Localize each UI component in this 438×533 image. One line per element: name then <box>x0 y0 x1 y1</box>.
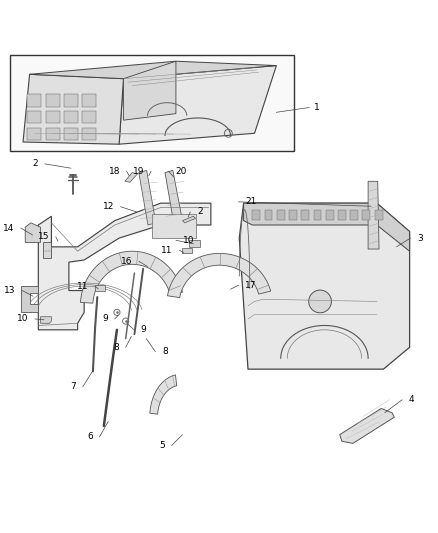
Polygon shape <box>167 253 271 297</box>
Bar <box>301 210 309 220</box>
Bar <box>265 210 272 220</box>
Bar <box>28 127 41 140</box>
Bar <box>64 127 78 140</box>
Bar <box>152 214 196 238</box>
Polygon shape <box>124 61 176 120</box>
Bar <box>374 210 382 220</box>
Bar <box>28 94 41 107</box>
Polygon shape <box>21 286 38 312</box>
Text: 16: 16 <box>121 257 132 266</box>
Polygon shape <box>239 203 410 369</box>
Bar <box>314 210 321 220</box>
Bar <box>46 94 60 107</box>
Text: 15: 15 <box>38 232 49 241</box>
Polygon shape <box>42 243 51 258</box>
Bar <box>10 55 294 151</box>
Bar <box>289 210 297 220</box>
Polygon shape <box>23 74 124 144</box>
Polygon shape <box>165 171 183 223</box>
Text: 11: 11 <box>161 246 173 255</box>
Bar <box>82 127 96 140</box>
Text: 11: 11 <box>77 281 88 290</box>
Bar <box>326 210 334 220</box>
Polygon shape <box>340 408 394 443</box>
Bar <box>64 94 78 107</box>
Text: 8: 8 <box>113 343 119 352</box>
Text: 1: 1 <box>314 103 319 112</box>
Text: 10: 10 <box>183 236 194 245</box>
Bar <box>362 210 370 220</box>
Polygon shape <box>368 181 379 249</box>
Text: 21: 21 <box>245 197 256 206</box>
Bar <box>277 210 285 220</box>
Text: 14: 14 <box>3 223 14 232</box>
Text: 9: 9 <box>140 325 146 334</box>
Polygon shape <box>150 375 177 414</box>
Text: 4: 4 <box>409 395 414 404</box>
Bar <box>338 210 346 220</box>
Polygon shape <box>244 203 410 251</box>
Text: 19: 19 <box>133 167 145 176</box>
Text: 2: 2 <box>33 159 38 168</box>
Polygon shape <box>119 66 276 144</box>
Text: 17: 17 <box>245 281 256 290</box>
Polygon shape <box>38 203 211 330</box>
Text: 10: 10 <box>17 314 28 324</box>
Text: 12: 12 <box>102 202 114 211</box>
Text: 7: 7 <box>71 382 76 391</box>
Circle shape <box>309 290 332 313</box>
Polygon shape <box>25 223 40 243</box>
Bar <box>350 210 358 220</box>
Bar <box>46 111 60 123</box>
Bar <box>95 285 105 290</box>
Polygon shape <box>81 251 183 303</box>
Text: 18: 18 <box>109 167 120 176</box>
Bar <box>82 94 96 107</box>
Polygon shape <box>30 61 276 79</box>
Polygon shape <box>183 216 196 223</box>
Text: 3: 3 <box>417 233 423 243</box>
Bar <box>64 111 78 123</box>
Bar <box>252 210 260 220</box>
Bar <box>82 111 96 123</box>
Bar <box>28 111 41 123</box>
Text: 2: 2 <box>197 207 202 216</box>
Text: 6: 6 <box>87 432 93 441</box>
Text: 8: 8 <box>162 347 168 356</box>
Polygon shape <box>40 317 51 324</box>
Text: 13: 13 <box>4 286 16 295</box>
Text: 5: 5 <box>159 441 165 450</box>
Polygon shape <box>125 173 138 182</box>
Bar <box>183 248 192 253</box>
Text: 20: 20 <box>175 167 187 176</box>
Bar <box>189 240 200 247</box>
Polygon shape <box>139 171 156 225</box>
Text: 9: 9 <box>102 314 108 324</box>
Bar <box>46 127 60 140</box>
